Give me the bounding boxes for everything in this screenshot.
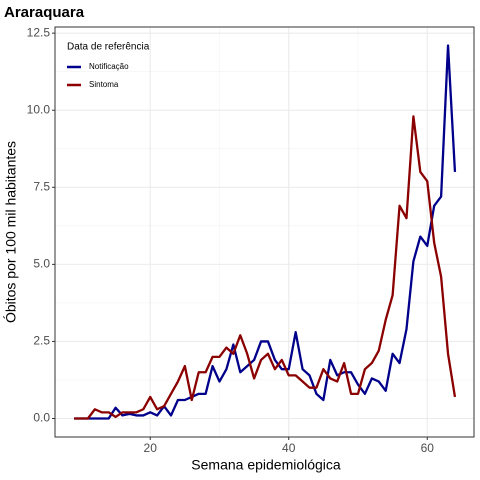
y-tick-label: 2.5 (33, 334, 50, 348)
y-tick-label: 10.0 (27, 102, 51, 116)
x-tick-label: 20 (144, 441, 158, 455)
line-series (74, 115, 457, 420)
y-tick-label: 7.5 (33, 179, 50, 193)
panel-border (54, 26, 475, 438)
legend-label: Sintoma (89, 80, 119, 89)
y-axis-label: Óbitos por 100 mil habitantes (3, 141, 19, 323)
y-tick-label: 0.0 (33, 411, 50, 425)
legend-label: Notificação (89, 62, 129, 71)
line-series (74, 44, 457, 420)
y-tick-label: 12.5 (27, 25, 51, 39)
legend-title: Data de referência (67, 42, 150, 53)
x-tick-label: 40 (282, 441, 296, 455)
x-axis-label: Semana epidemiológica (191, 457, 341, 473)
x-tick-label: 60 (421, 441, 435, 455)
chart-title: Araraquara (4, 4, 85, 21)
y-tick-label: 5.0 (33, 257, 50, 271)
